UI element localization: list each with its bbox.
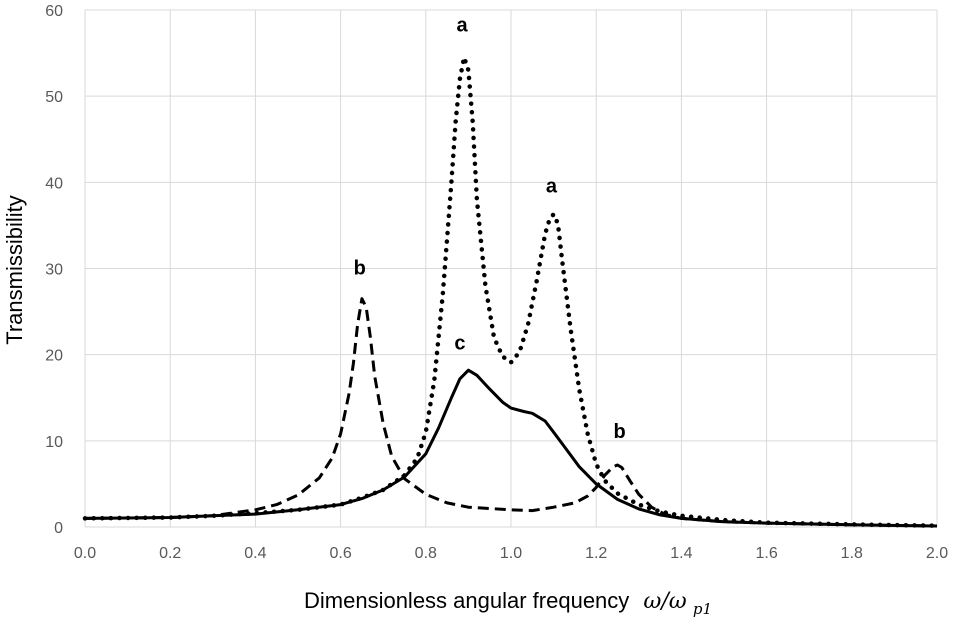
y-tick-label: 60 xyxy=(45,3,63,20)
annotations: a a b b c xyxy=(354,15,626,444)
x-tick-label: 0.8 xyxy=(415,545,437,562)
curve-label-b: b xyxy=(354,258,366,280)
series-dashed-line xyxy=(84,297,938,528)
y-axis-title: Transmissibility xyxy=(2,195,27,345)
x-tick-label: 1.8 xyxy=(841,545,863,562)
x-tick-label: 0.4 xyxy=(244,545,266,562)
y-tick-label: 20 xyxy=(45,348,63,365)
x-axis-title: Dimensionless angular frequency ω/ω p1 xyxy=(304,588,712,618)
curve-label-a: a xyxy=(546,176,558,198)
x-tick-label: 2.0 xyxy=(926,545,948,562)
y-tick-label: 40 xyxy=(45,175,63,192)
series-solid-line xyxy=(84,368,938,528)
x-tick-label: 1.6 xyxy=(755,545,777,562)
x-tick-label: 1.0 xyxy=(500,545,522,562)
x-axis-title-text: Dimensionless angular frequency xyxy=(304,588,629,613)
x-tick-label: 0.2 xyxy=(159,545,181,562)
tick-labels: 0.0 0.2 0.4 0.6 0.8 1.0 1.2 1.4 1.6 1.8 2.0 0 10 20 30… xyxy=(45,3,948,562)
curve-label-c: c xyxy=(454,332,465,354)
x-tick-label: 0.0 xyxy=(74,545,96,562)
y-tick-label: 50 xyxy=(45,89,63,106)
y-tick-label: 10 xyxy=(45,434,63,451)
y-tick-label: 30 xyxy=(45,262,63,279)
series xyxy=(82,55,940,528)
curve-label-b: b xyxy=(614,421,626,443)
x-tick-label: 1.2 xyxy=(585,545,607,562)
grid xyxy=(84,9,938,528)
x-tick-label: 1.4 xyxy=(670,545,692,562)
x-axis-title-subscript: p1 xyxy=(693,600,712,618)
curve-label-a: a xyxy=(456,15,468,37)
x-axis-title-math: ω/ω xyxy=(643,589,686,614)
y-tick-label: 0 xyxy=(54,520,63,537)
x-tick-label: 0.6 xyxy=(329,545,351,562)
